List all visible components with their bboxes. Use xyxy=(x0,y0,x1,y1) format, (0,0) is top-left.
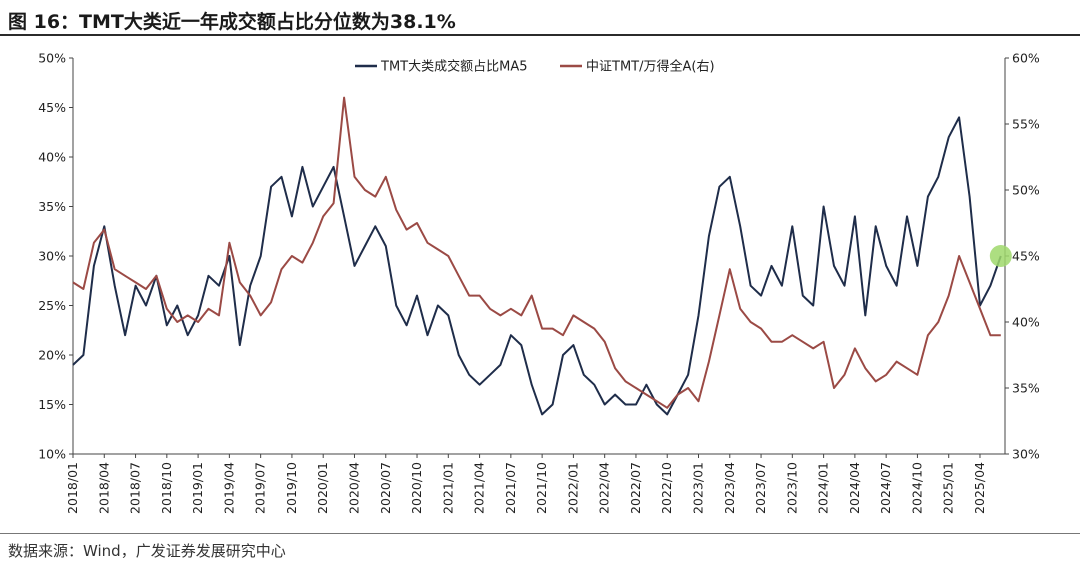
left-tick-label: 35% xyxy=(38,199,66,214)
title-bar: 图 16：TMT大类近一年成交额占比分位数为38.1% xyxy=(0,0,1080,36)
x-tick-label: 2022/07 xyxy=(628,462,643,514)
x-tick-label: 2023/10 xyxy=(784,462,799,514)
x-tick-label: 2021/10 xyxy=(534,462,549,514)
x-tick-label: 2020/07 xyxy=(378,462,393,514)
chart-axes: 10% 15% 20% 25% 30% 35% 40% 45% 50% 30% 35% 40% 45% 5… xyxy=(38,51,1040,514)
left-tick-label: 45% xyxy=(38,100,66,115)
x-tick-label: 2024/04 xyxy=(847,462,862,514)
x-tick-label: 2019/01 xyxy=(190,462,205,514)
x-tick-label: 2019/10 xyxy=(284,462,299,514)
x-tick-label: 2025/01 xyxy=(941,462,956,514)
legend-item-tmt-relative-index-label: 中证TMT/万得全A(右) xyxy=(586,59,715,75)
right-tick-label: 50% xyxy=(1012,183,1040,198)
x-tick-label: 2023/07 xyxy=(753,462,768,514)
latest-value-marker xyxy=(989,245,1012,267)
x-tick-label: 2024/07 xyxy=(878,462,893,514)
x-tick-label: 2020/10 xyxy=(409,462,424,514)
x-tick-label: 2022/10 xyxy=(659,462,674,514)
x-tick-label: 2020/01 xyxy=(315,462,330,514)
x-tick-label: 2019/07 xyxy=(253,462,268,514)
right-tick-label: 40% xyxy=(1012,315,1040,330)
chart-legend: TMT大类成交额占比MA5 中证TMT/万得全A(右) xyxy=(355,59,715,75)
tmt-relative-index-line xyxy=(72,96,1001,409)
x-tick-label: 2018/04 xyxy=(96,462,111,514)
x-tick-label: 2018/07 xyxy=(128,462,143,514)
title-divider xyxy=(0,34,1080,36)
x-tick-label: 2025/04 xyxy=(972,462,987,514)
x-tick-label: 2024/10 xyxy=(909,462,924,514)
right-tick-label: 60% xyxy=(1012,51,1040,66)
left-tick-label: 30% xyxy=(38,249,66,264)
right-tick-label: 55% xyxy=(1012,117,1040,132)
x-tick-label: 2018/10 xyxy=(159,462,174,514)
source-divider xyxy=(0,533,1080,534)
x-tick-label: 2024/01 xyxy=(816,462,831,514)
left-tick-label: 40% xyxy=(38,150,66,165)
x-tick-label: 2023/04 xyxy=(722,462,737,514)
left-tick-label: 25% xyxy=(38,298,66,313)
right-tick-label: 45% xyxy=(1012,249,1040,264)
chart-lines xyxy=(72,96,1012,416)
x-tick-label: 2022/01 xyxy=(565,462,580,514)
x-tick-label: 2019/04 xyxy=(221,462,236,514)
left-tick-label: 50% xyxy=(38,51,66,66)
left-tick-label: 10% xyxy=(38,447,66,462)
right-tick-label: 35% xyxy=(1012,381,1040,396)
x-tick-label: 2021/07 xyxy=(503,462,518,514)
legend-item-tmt-turnover-share-label: TMT大类成交额占比MA5 xyxy=(380,59,527,75)
left-tick-label: 20% xyxy=(38,348,66,363)
x-tick-label: 2021/04 xyxy=(472,462,487,514)
x-tick-label: 2022/04 xyxy=(597,462,612,514)
left-tick-label: 15% xyxy=(38,397,66,412)
x-tick-label: 2020/04 xyxy=(346,462,361,514)
tmt-turnover-share-line xyxy=(72,116,1002,416)
page-title: 图 16：TMT大类近一年成交额占比分位数为38.1% xyxy=(8,11,456,33)
x-tick-label: 2023/01 xyxy=(691,462,706,514)
x-tick-label: 2021/01 xyxy=(440,462,455,514)
x-tick-label: 2018/01 xyxy=(65,462,80,514)
source-note: 数据来源：Wind，广发证券发展研究中心 xyxy=(8,542,286,560)
right-tick-label: 30% xyxy=(1012,447,1040,462)
line-chart: 10% 15% 20% 25% 30% 35% 40% 45% 50% 30% 35% 40% 45% 5… xyxy=(38,51,1040,514)
